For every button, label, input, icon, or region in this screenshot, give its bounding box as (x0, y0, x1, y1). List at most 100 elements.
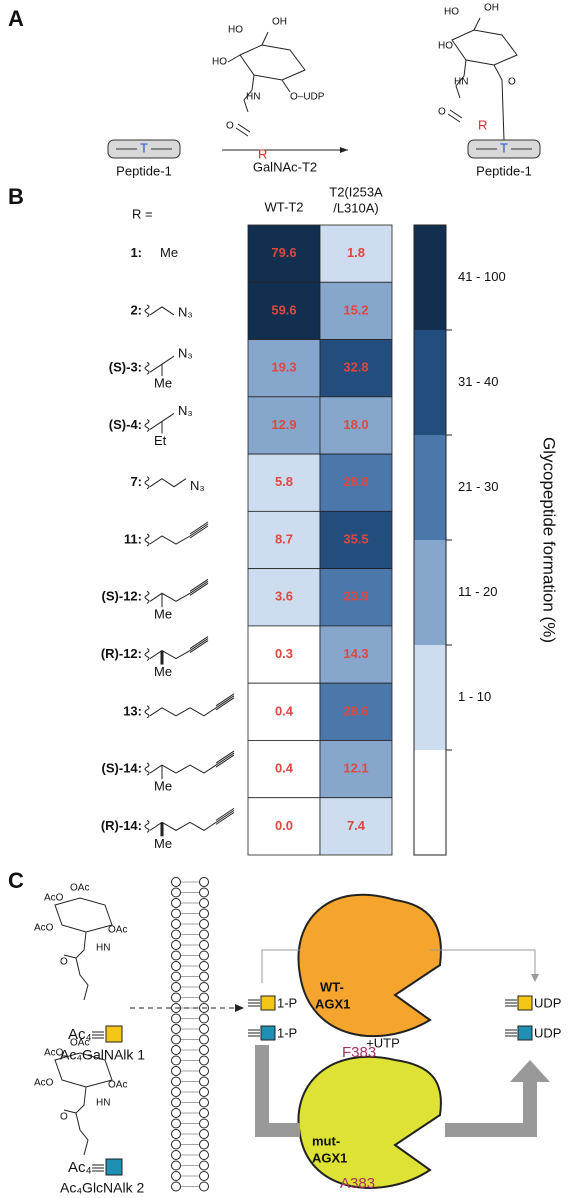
bond (150, 479, 186, 487)
glcnac-icon (106, 1159, 122, 1175)
squiggle (145, 820, 149, 832)
lipid-head (200, 972, 209, 981)
column-header: /L310A) (333, 200, 379, 215)
cell-value: 8.7 (275, 531, 293, 546)
lipid-head (200, 899, 209, 908)
cell-value: 0.0 (275, 818, 293, 833)
residue-label: A383 (340, 1175, 375, 1192)
prodrug-label: Ac₄GlcNAlk 2 (60, 1180, 145, 1196)
sugar-labels: HOOHHOHNOO–UDPRHOOHHOHNOOR (212, 3, 516, 162)
cell-value: 0.3 (275, 646, 293, 661)
substituent: N₃ (178, 403, 193, 418)
atom-label: O (60, 957, 68, 968)
atom-label: OAc (108, 925, 127, 936)
lipid-head (172, 983, 181, 992)
lipid-head (200, 1130, 209, 1139)
prodrug-prefix: Ac₄ (68, 1159, 92, 1176)
lipid-head (172, 1119, 181, 1128)
product-label: UDP (534, 1025, 561, 1040)
product-label: UDP (534, 995, 561, 1010)
compound-label: (R)-14: (101, 818, 142, 833)
peptide-label: Peptide-1 (116, 163, 172, 178)
atom-label: OAc (108, 1080, 127, 1091)
enzyme-label: AGX1 (312, 1150, 347, 1165)
lipid-head (200, 1035, 209, 1044)
substituent: N₃ (190, 478, 205, 493)
lipid-head (172, 1014, 181, 1023)
atom-label: HO (228, 25, 243, 36)
bond (150, 765, 216, 773)
lipid-head (200, 1088, 209, 1097)
atom-label: O–UDP (290, 92, 325, 103)
cell-value: 19.3 (271, 360, 296, 375)
atom-label: HN (246, 92, 260, 103)
cell-value: 28.6 (343, 703, 368, 718)
atom-label: HN (96, 943, 110, 954)
scale-bin (414, 330, 446, 435)
cofactor: +UTP (366, 1035, 400, 1050)
enzyme-label: mut- (312, 1133, 340, 1148)
panel-label: A (8, 6, 24, 31)
prodrug-label: Ac₄GalNAlk 1 (60, 1047, 145, 1063)
atom-label: R (258, 146, 267, 161)
compound-label: 1: (130, 245, 142, 260)
lipid-head (172, 1056, 181, 1065)
column-header: T2(I253A (329, 184, 383, 199)
lipid-head (172, 1130, 181, 1139)
lipid-head (200, 1151, 209, 1160)
compound-label: (S)-14: (102, 761, 142, 776)
compound-label: (S)-3: (109, 360, 142, 375)
lipid-head (200, 941, 209, 950)
atom-label: AcO (44, 893, 64, 904)
cell-value: 1.8 (347, 245, 365, 260)
cell-value: 18.0 (343, 417, 368, 432)
compound-label: 11: (124, 531, 142, 546)
compound-label: 7: (130, 474, 142, 489)
arrow-head (531, 974, 539, 982)
compound-label: (S)-4: (109, 417, 142, 432)
squiggle (145, 477, 149, 489)
atom-label: HO (444, 7, 459, 18)
alkyne (216, 810, 234, 822)
squiggle (145, 419, 149, 431)
lipid-head (172, 941, 181, 950)
peptide-left: T Peptide-1 (108, 140, 180, 178)
wt-enzyme (298, 895, 440, 1036)
lipid-head (172, 1182, 181, 1191)
lipid-head (172, 972, 181, 981)
bond (150, 536, 190, 544)
enzyme-label: AGX1 (315, 996, 350, 1011)
lipid-head (200, 962, 209, 971)
atom-label: OAc (70, 1038, 89, 1049)
residue: T (500, 140, 508, 155)
substituent: Et (154, 433, 167, 448)
scale-title: Glycopeptide formation (%) (540, 437, 559, 643)
scale-label: 31 - 40 (458, 374, 498, 389)
lipid-head (172, 1035, 181, 1044)
mut-enzyme (298, 1057, 440, 1188)
bond (150, 651, 190, 659)
squiggle (145, 706, 149, 718)
cell-value: 28.8 (343, 474, 368, 489)
lipid-head (172, 1161, 181, 1170)
atom-label: AcO (34, 1078, 54, 1089)
atom-label: HN (96, 1098, 110, 1109)
heatmap: WT-T2T2(I253A/L310A)1:Me79.61.82:N₃59.61… (101, 184, 392, 855)
substituent: Me (154, 376, 172, 391)
lipid-head (200, 1098, 209, 1107)
r-header: R = (132, 206, 153, 221)
lipid-head (200, 1067, 209, 1076)
squiggle (145, 649, 149, 661)
lipid-head (200, 878, 209, 887)
atom-label: HO (212, 57, 227, 68)
atom-label: HN (454, 77, 468, 88)
bond (150, 593, 190, 601)
lipid-head (200, 1056, 209, 1065)
lipid-head (172, 1088, 181, 1097)
atom-label: AcO (44, 1048, 64, 1059)
atom-label: OH (272, 17, 287, 28)
lipid-head (200, 920, 209, 929)
scale-label: 11 - 20 (458, 584, 498, 599)
lipid-head (200, 1109, 209, 1118)
atom-label: OAc (70, 883, 89, 894)
